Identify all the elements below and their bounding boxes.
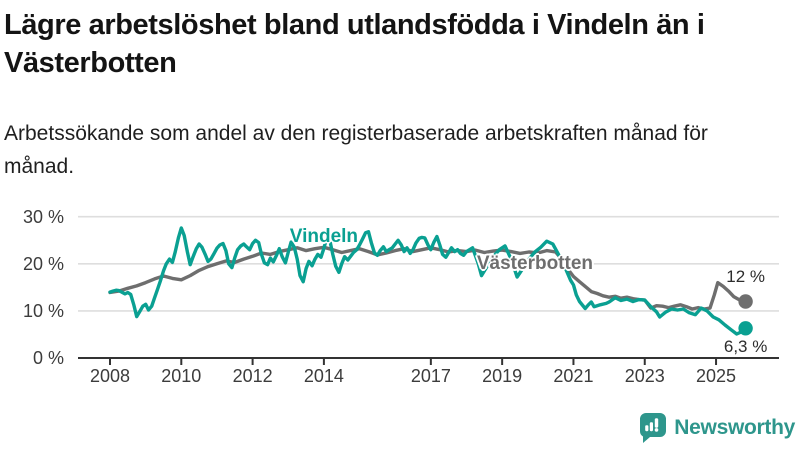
x-tick-label: 2019	[482, 366, 523, 386]
x-tick-label: 2010	[161, 366, 202, 386]
x-tick-label: 2023	[624, 366, 665, 386]
x-tick-label: 2014	[303, 366, 344, 386]
end-value-vindeln: 6,3 %	[723, 337, 768, 357]
y-tick-label: 30 %	[22, 206, 64, 227]
newsworthy-brand: Newsworthy	[640, 413, 795, 443]
x-tick-label: 2012	[232, 366, 273, 386]
brand-name: Newsworthy	[674, 416, 795, 439]
end-value-vasterbotten: 12 %	[726, 267, 765, 287]
series-line-vindeln	[108, 226, 748, 336]
x-tick-label: 2017	[410, 366, 451, 386]
newsworthy-logo-icon	[640, 413, 667, 443]
y-tick-label: 20 %	[22, 253, 64, 274]
page-title: Lägre arbetslöshet bland utlandsfödda i …	[4, 9, 705, 79]
end-dot-vindeln	[738, 321, 753, 336]
chart-subtitle: Arbetssökande som andel av den registerb…	[4, 122, 708, 178]
y-tick-label: 0 %	[32, 348, 64, 368]
series-label-vindeln: Vindeln	[289, 225, 359, 247]
x-tick-label: 2025	[696, 366, 737, 386]
x-tick-label: 2021	[553, 366, 594, 386]
x-tick-label: 2008	[89, 366, 131, 386]
end-dot-västerbotten	[738, 294, 753, 309]
series-label-vasterbotten: Västerbotten	[476, 252, 594, 274]
y-tick-label: 10 %	[22, 300, 64, 321]
